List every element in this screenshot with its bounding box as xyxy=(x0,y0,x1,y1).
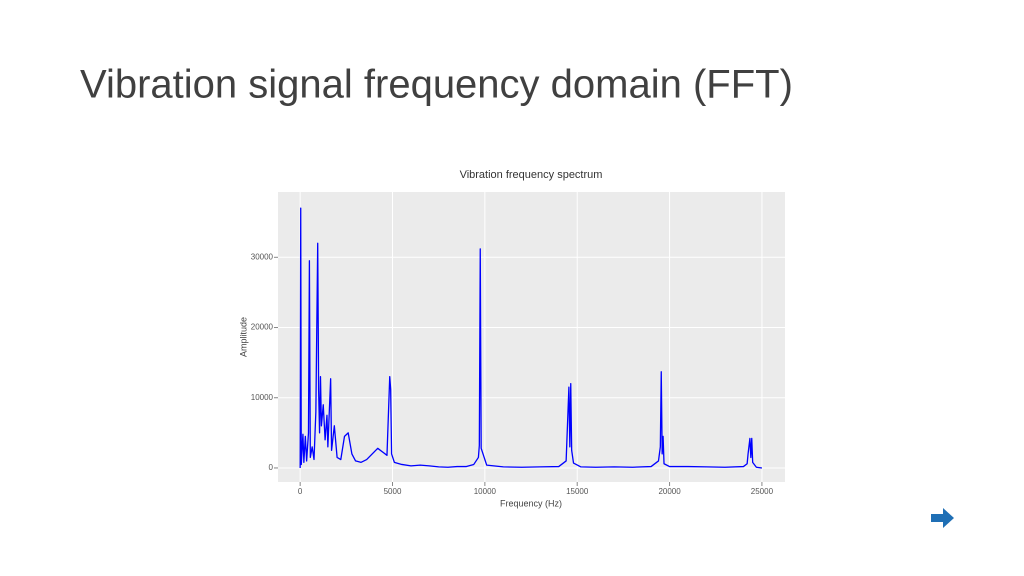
y-tick-label: 10000 xyxy=(251,393,274,402)
x-tick-label: 5000 xyxy=(384,487,402,496)
x-tick-label: 15000 xyxy=(566,487,589,496)
x-tick-label: 10000 xyxy=(474,487,497,496)
slide-title: Vibration signal frequency domain (FFT) xyxy=(80,63,793,107)
y-tick-label: 30000 xyxy=(251,252,274,261)
chart-title: Vibration frequency spectrum xyxy=(460,169,603,181)
spectrum-line xyxy=(299,207,762,469)
x-tick-label: 0 xyxy=(298,487,303,496)
x-axis-label: Frequency (Hz) xyxy=(500,498,562,508)
y-tick-label: 0 xyxy=(269,463,274,472)
y-axis-label: Amplitude xyxy=(238,317,248,357)
next-arrow[interactable] xyxy=(931,508,954,528)
x-tick-label: 20000 xyxy=(658,487,681,496)
plot-area xyxy=(278,192,785,482)
y-tick-label: 20000 xyxy=(251,323,274,332)
x-tick-label: 25000 xyxy=(751,487,774,496)
